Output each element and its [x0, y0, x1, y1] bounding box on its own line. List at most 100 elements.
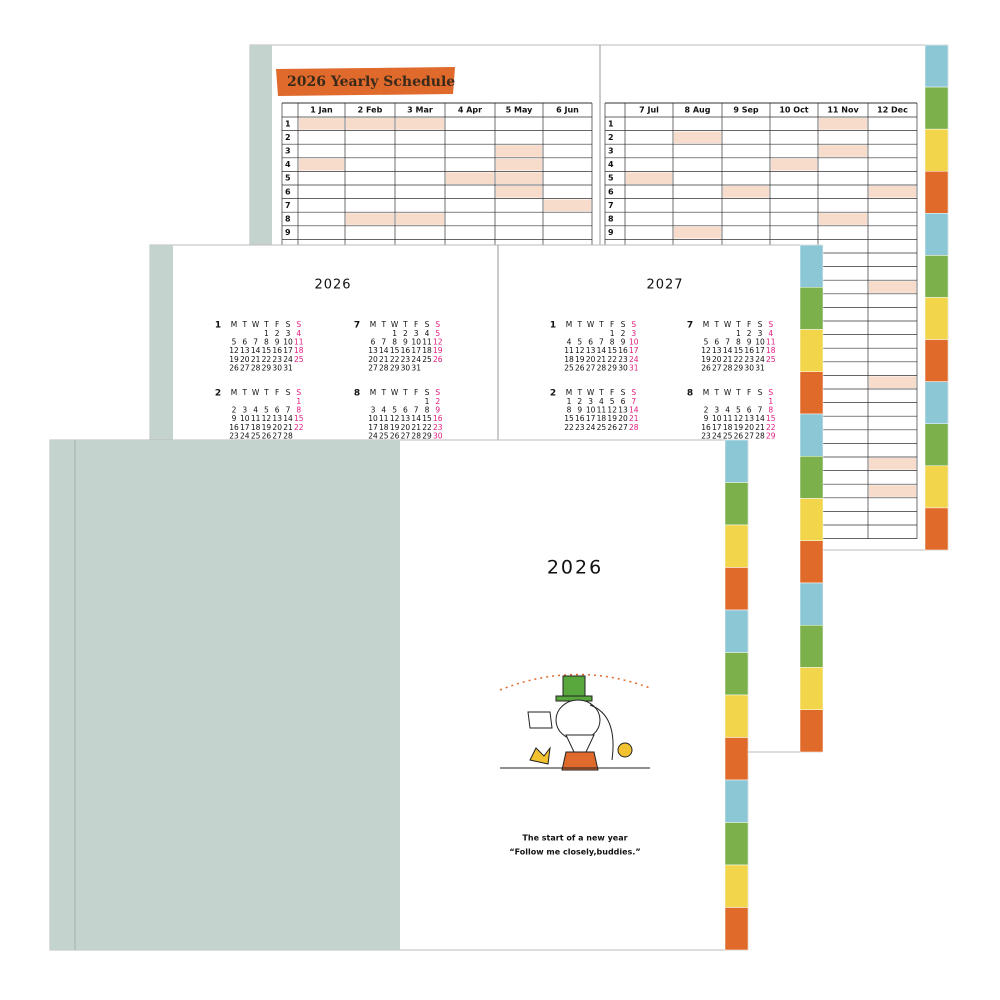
- weekday: T: [735, 388, 741, 397]
- day: 8: [768, 406, 773, 415]
- weekday: F: [610, 320, 614, 329]
- day: 10: [712, 414, 722, 423]
- month-tab: [724, 822, 749, 866]
- highlight-cell: [819, 213, 867, 225]
- day: 23: [229, 431, 239, 440]
- day: 1: [736, 329, 741, 338]
- day: 17: [411, 346, 421, 355]
- day: 20: [618, 414, 628, 423]
- day: 3: [631, 329, 636, 338]
- row-number: 3: [285, 147, 291, 156]
- day: 18: [597, 414, 607, 423]
- day: 21: [755, 423, 765, 432]
- day: 20: [272, 423, 282, 432]
- day: 4: [381, 406, 386, 415]
- month-tab: [799, 540, 824, 584]
- day: 14: [379, 346, 389, 355]
- day: 19: [262, 423, 272, 432]
- day: 18: [422, 346, 432, 355]
- month-tab: [724, 567, 749, 611]
- row-number: 4: [285, 160, 291, 169]
- row-number: 3: [608, 147, 614, 156]
- day: 23: [744, 355, 754, 364]
- highlight-cell: [869, 281, 916, 293]
- row-number: 5: [285, 174, 291, 183]
- highlight-cell: [869, 186, 916, 198]
- row-number: 8: [285, 215, 291, 224]
- highlight-cell: [496, 158, 542, 171]
- day: 21: [723, 355, 733, 364]
- weekday: T: [381, 320, 387, 329]
- day: 7: [286, 406, 291, 415]
- day: 27: [586, 363, 596, 372]
- weekday: F: [747, 320, 751, 329]
- weekday: S: [758, 388, 763, 397]
- day: 16: [433, 414, 443, 423]
- day: 24: [629, 355, 639, 364]
- day: 11: [251, 414, 261, 423]
- weekday: T: [598, 388, 604, 397]
- weekday: S: [758, 320, 763, 329]
- highlight-cell: [396, 213, 444, 225]
- day: 18: [251, 423, 261, 432]
- weekday: S: [296, 388, 301, 397]
- day: 21: [629, 414, 639, 423]
- highlight-cell: [346, 213, 394, 225]
- weekday: M: [703, 320, 709, 329]
- row-number: 1: [608, 119, 614, 128]
- day: 26: [734, 431, 744, 440]
- month-tab: [924, 465, 949, 509]
- day: 5: [435, 329, 440, 338]
- day: 2: [435, 397, 440, 406]
- highlight-cell: [819, 118, 867, 130]
- day: 28: [597, 363, 607, 372]
- weekday: T: [402, 388, 408, 397]
- month-header: 1 Jan: [310, 106, 333, 115]
- day: 24: [368, 431, 378, 440]
- day: 12: [390, 414, 400, 423]
- day: 22: [294, 423, 304, 432]
- day: 7: [725, 338, 730, 347]
- day: 18: [379, 423, 389, 432]
- day: 31: [755, 363, 765, 372]
- day: 6: [714, 338, 719, 347]
- weekday: F: [414, 388, 418, 397]
- day: 20: [401, 423, 411, 432]
- weekday: T: [263, 320, 269, 329]
- month-tab: [924, 171, 949, 214]
- weekday: M: [566, 320, 572, 329]
- weekday: T: [577, 320, 583, 329]
- day: 2: [403, 329, 408, 338]
- day: 31: [411, 363, 421, 372]
- day: 11: [422, 338, 432, 347]
- highlight-cell: [771, 158, 817, 171]
- day: 11: [294, 338, 304, 347]
- month-tab: [724, 737, 749, 781]
- day: 28: [755, 431, 765, 440]
- day: 28: [411, 431, 421, 440]
- month-tab: [799, 244, 824, 288]
- month-tab: [724, 652, 749, 696]
- month-tab: [924, 381, 949, 424]
- month-number: 8: [687, 389, 693, 399]
- month-header: 8 Aug: [685, 106, 711, 115]
- day: 9: [435, 406, 440, 415]
- day: 9: [577, 406, 582, 415]
- day: 26: [229, 363, 239, 372]
- day: 4: [567, 338, 572, 347]
- day: 4: [425, 329, 430, 338]
- day: 23: [272, 355, 282, 364]
- day: 15: [294, 414, 304, 423]
- day: 1: [567, 397, 572, 406]
- day: 30: [744, 363, 754, 372]
- weekday: S: [631, 388, 636, 397]
- row-number: 4: [608, 160, 614, 169]
- day: 28: [629, 423, 639, 432]
- day: 4: [253, 406, 258, 415]
- highlight-cell: [299, 118, 344, 130]
- day: 6: [747, 406, 752, 415]
- day: 4: [768, 329, 773, 338]
- day: 9: [621, 338, 626, 347]
- day: 7: [381, 338, 386, 347]
